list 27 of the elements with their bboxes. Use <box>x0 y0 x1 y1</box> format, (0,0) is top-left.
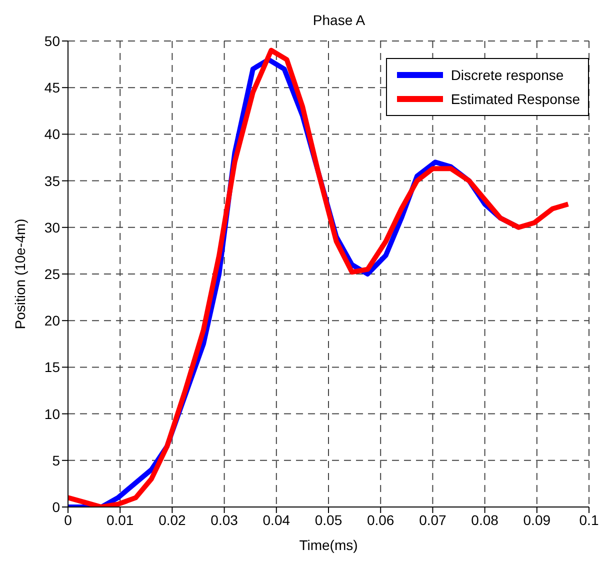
x-tick-label: 0.01 <box>106 512 134 528</box>
y-tick-label: 20 <box>44 312 60 329</box>
y-axis-title: Position (10e-4m) <box>12 218 28 330</box>
y-tick-label: 45 <box>44 80 60 96</box>
x-tick-label: 0.04 <box>262 512 290 528</box>
chart-title: Phase A <box>312 12 366 28</box>
y-tick-label: 0 <box>52 498 60 515</box>
x-tick-label: 0.06 <box>366 512 394 528</box>
y-tick-label: 50 <box>44 32 60 49</box>
y-tick-label: 25 <box>44 266 60 282</box>
x-tick-label: 0.05 <box>314 512 342 528</box>
x-tick-label: 0 <box>64 512 72 528</box>
x-tick-label: 0.03 <box>210 512 238 528</box>
legend-label: Estimated Response <box>450 91 580 107</box>
y-tick-label: 5 <box>52 452 60 468</box>
x-tick-label: 0.02 <box>158 512 186 528</box>
y-tick-label: 35 <box>44 172 60 189</box>
x-axis-title: Time(ms) <box>299 537 358 553</box>
x-tick-label: 0.1 <box>579 512 599 528</box>
y-tick-label: 15 <box>44 359 60 376</box>
y-tick-label: 10 <box>44 406 60 422</box>
x-tick-label: 0.07 <box>419 512 447 528</box>
y-tick-label: 40 <box>44 126 60 142</box>
x-tick-label: 0.09 <box>523 512 551 528</box>
x-tick-label: 0.08 <box>471 512 499 528</box>
y-tick-label: 30 <box>44 219 60 236</box>
legend-label: Discrete response <box>450 67 564 83</box>
